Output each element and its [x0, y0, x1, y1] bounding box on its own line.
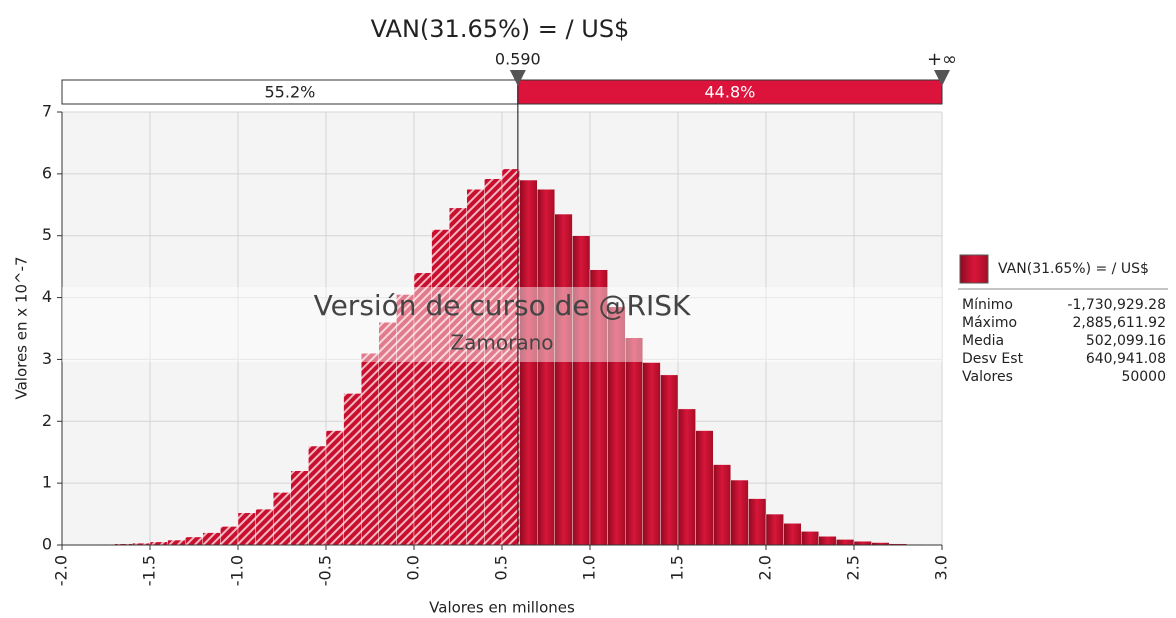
stat-value: 640,941.08 [1086, 351, 1166, 367]
y-tick-label: 2 [42, 411, 52, 430]
x-tick-label: -0.5 [316, 555, 335, 586]
stat-value: 502,099.16 [1086, 333, 1166, 349]
bar [273, 492, 292, 546]
bar [343, 393, 362, 546]
watermark-band [62, 287, 942, 362]
y-tick-label: 0 [42, 535, 52, 554]
bar [167, 539, 186, 546]
x-tick-label: -1.5 [140, 555, 159, 586]
x-axis-label: Valores en millones [429, 599, 575, 617]
y-tick-label: 1 [42, 473, 52, 492]
x-tick-label: 3.0 [932, 555, 951, 580]
x-tick-label: 2.5 [844, 555, 863, 580]
stat-value: 2,885,611.92 [1072, 315, 1166, 331]
bar [466, 189, 485, 546]
bar [554, 213, 573, 546]
split-left [61, 79, 519, 105]
bar [519, 179, 538, 546]
bar [184, 536, 203, 546]
bar [449, 207, 468, 546]
bar [255, 508, 274, 546]
y-tick-label: 5 [42, 225, 52, 244]
x-tick-label: 1.0 [580, 555, 599, 580]
stat-name: Desv Est [962, 351, 1024, 367]
bar [836, 539, 855, 546]
bar [801, 531, 820, 546]
y-tick-label: 4 [42, 287, 52, 306]
y-axis-label: Valores en x 10^-7 [13, 256, 31, 399]
split-left-label: 55.2% [265, 83, 316, 102]
bar [572, 235, 591, 546]
stat-name: Máximo [962, 315, 1017, 331]
stat-name: Media [962, 333, 1004, 349]
bar [660, 374, 679, 546]
bar [537, 189, 556, 546]
x-tick-label: 2.0 [756, 555, 775, 580]
y-tick-label: 3 [42, 349, 52, 368]
legend-swatch [959, 254, 989, 284]
bar [237, 512, 256, 546]
stat-value: 50000 [1121, 369, 1166, 385]
stat-name: Mínimo [962, 297, 1013, 313]
bar [748, 498, 767, 546]
x-tick-label: 0.0 [404, 555, 423, 580]
bar [325, 430, 344, 546]
bar [361, 353, 380, 546]
upper-label: +∞ [927, 49, 957, 70]
bar [308, 445, 327, 546]
upper-marker [934, 70, 950, 86]
bar [202, 532, 221, 546]
watermark: Versión de curso de @RISK [314, 289, 691, 322]
bar [220, 526, 239, 546]
bar [713, 464, 732, 546]
split-right [517, 79, 943, 105]
chart-title: VAN(31.65%) = / US$ [371, 15, 630, 43]
bar [290, 470, 309, 546]
x-tick-label: 1.5 [668, 555, 687, 580]
split-right-label: 44.8% [705, 83, 756, 102]
bar [765, 513, 784, 546]
watermark: Zamorano [450, 331, 553, 355]
stat-value: -1,730,929.28 [1067, 297, 1166, 313]
bar [730, 479, 749, 546]
bar [625, 337, 644, 546]
x-tick-label: 0.5 [492, 555, 511, 580]
x-tick-label: -2.0 [52, 555, 71, 586]
split-value-label: 0.590 [495, 50, 541, 69]
bar [677, 408, 696, 546]
bar [695, 430, 714, 546]
bar [853, 541, 872, 546]
stat-name: Valores [962, 369, 1013, 385]
bar [642, 362, 661, 546]
y-tick-label: 7 [42, 102, 52, 121]
bar [818, 536, 837, 546]
split-marker [509, 70, 526, 86]
bar [783, 523, 802, 546]
legend-label: VAN(31.65%) = / US$ [998, 261, 1149, 277]
y-tick-label: 6 [42, 163, 52, 182]
bar [431, 229, 450, 546]
x-tick-label: -1.0 [228, 555, 247, 586]
